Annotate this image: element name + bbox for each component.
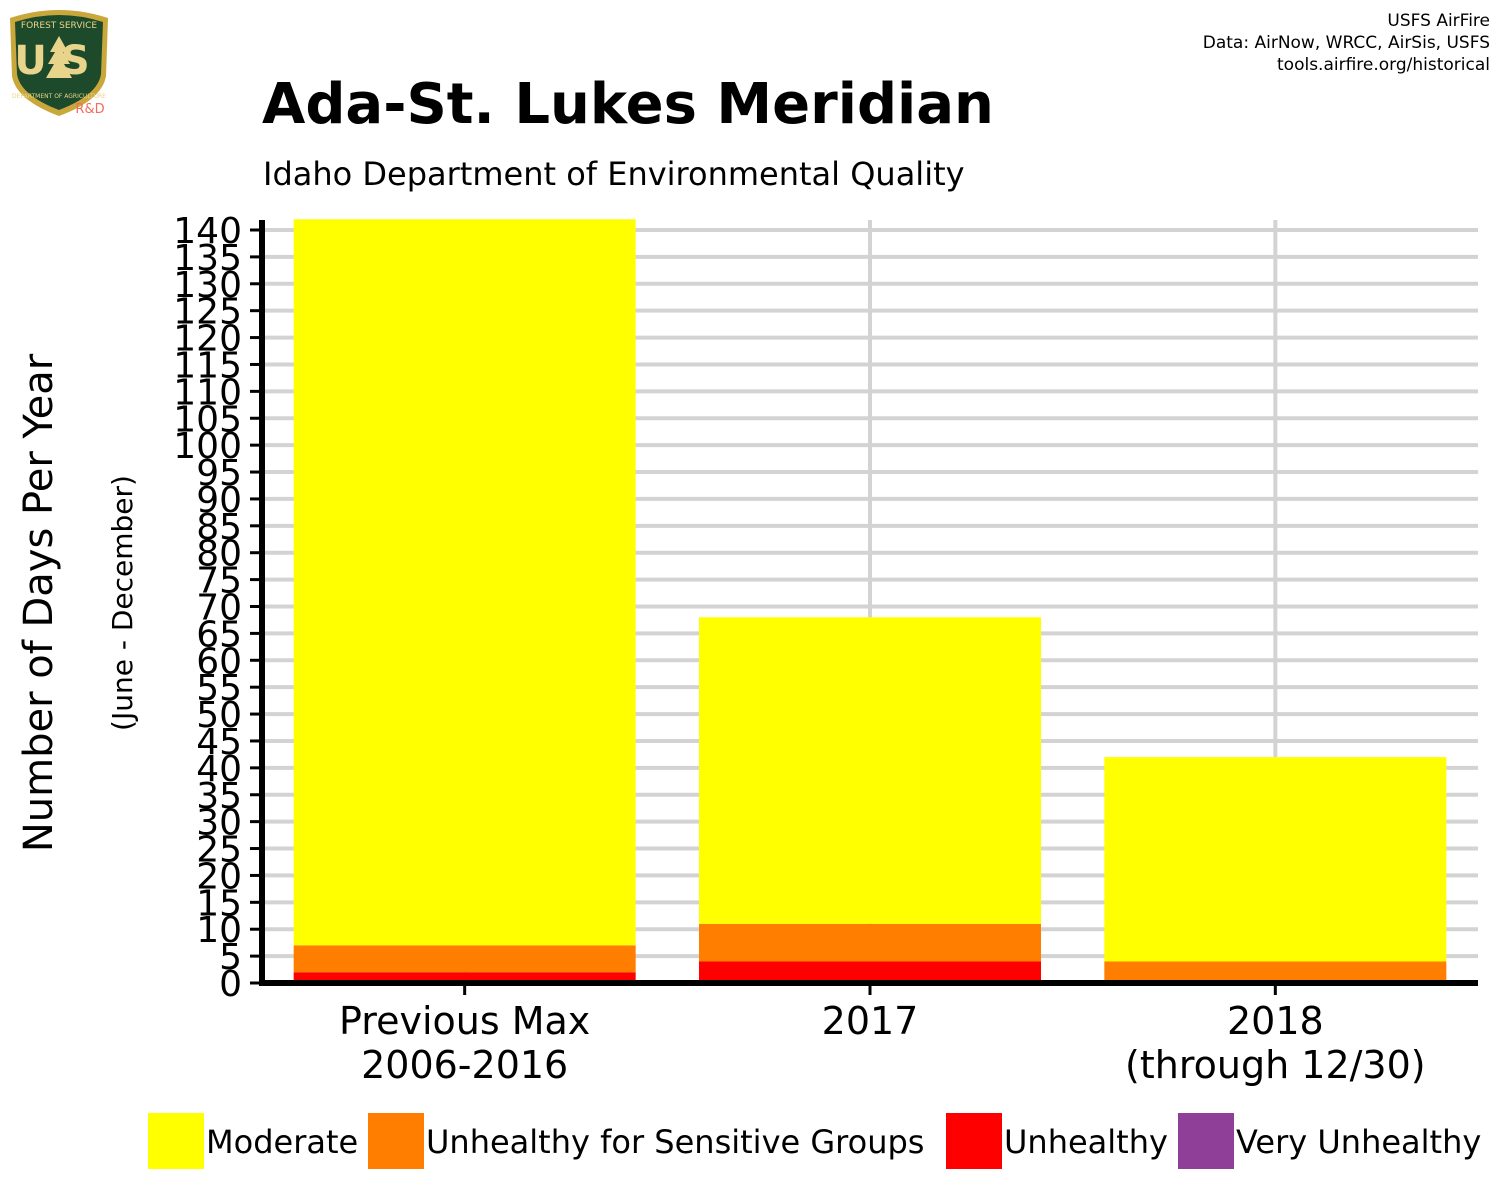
logo-rd-label: R&D <box>75 102 104 117</box>
credits-line-2: Data: AirNow, WRCC, AirSis, USFS <box>1202 33 1490 53</box>
y-tick-label: 105 <box>173 399 242 440</box>
y-tick-label: 120 <box>173 319 242 360</box>
credits-line-3: tools.airfire.org/historical <box>1277 55 1490 75</box>
y-tick-label: 30 <box>196 803 242 844</box>
legend-swatch <box>1178 1113 1234 1169</box>
y-tick-label: 15 <box>196 883 242 924</box>
legend-swatch <box>148 1113 204 1169</box>
logo-text-top: FOREST SERVICE <box>21 21 98 31</box>
bar-segment <box>293 972 636 983</box>
chart-subtitle: Idaho Department of Environmental Qualit… <box>263 155 965 193</box>
y-axis-subtitle: (June - December) <box>106 475 139 731</box>
bar-segment <box>699 961 1041 983</box>
y-tick-label: 50 <box>196 695 242 736</box>
y-tick-label: 40 <box>196 749 242 790</box>
y-tick-label: 10 <box>196 910 242 951</box>
y-tick-label: 70 <box>196 588 242 629</box>
y-tick-label: 75 <box>196 561 242 602</box>
y-axis-title: Number of Days Per Year <box>16 353 62 852</box>
forest-service-logo: FOREST SERVICE US DEPARTMENT OF AGRICULT… <box>10 10 108 117</box>
legend-label: Unhealthy for Sensitive Groups <box>426 1123 924 1161</box>
y-tick-label: 100 <box>173 426 242 467</box>
y-tick-label: 55 <box>196 668 242 709</box>
logo-tree-icon <box>46 36 72 78</box>
credits-line-1: USFS AirFire <box>1387 11 1490 31</box>
legend-label: Moderate <box>206 1123 358 1161</box>
x-category-label: Previous Max <box>339 999 590 1043</box>
bar-segment <box>1104 961 1447 983</box>
y-tick-label: 35 <box>196 776 242 817</box>
y-tick-label: 65 <box>196 614 242 655</box>
logo-text-bottom: DEPARTMENT OF AGRICULTURE <box>12 93 106 100</box>
y-tick-label: 140 <box>173 211 242 252</box>
x-category-label: 2017 <box>822 999 919 1043</box>
x-category-label: 2018 <box>1227 999 1324 1043</box>
bar-segment <box>699 617 1041 924</box>
y-tick-label: 0 <box>219 964 242 1005</box>
bar-segment <box>293 945 636 973</box>
legend-label: Unhealthy <box>1004 1123 1168 1161</box>
bar-segment <box>293 219 636 946</box>
y-tick-label: 80 <box>196 534 242 575</box>
y-tick-label: 130 <box>173 265 242 306</box>
credits-block: USFS AirFire Data: AirNow, WRCC, AirSis,… <box>1203 10 1490 76</box>
y-tick-label: 25 <box>196 830 242 871</box>
y-tick-label: 45 <box>196 722 242 763</box>
chart-title: Ada-St. Lukes Meridian <box>262 72 994 137</box>
bar-segment <box>699 923 1041 962</box>
x-category-label: 2006-2016 <box>361 1043 568 1087</box>
y-tick-label: 115 <box>173 345 242 386</box>
y-tick-label: 5 <box>219 937 242 978</box>
legend-label: Very Unhealthy <box>1236 1123 1481 1161</box>
y-tick-label: 110 <box>173 372 242 413</box>
bar-segment <box>1104 757 1447 962</box>
y-tick-label: 135 <box>173 238 242 279</box>
y-tick-label: 95 <box>196 453 242 494</box>
y-tick-label: 85 <box>196 507 242 548</box>
legend-swatch <box>368 1113 424 1169</box>
y-tick-label: 60 <box>196 641 242 682</box>
y-tick-label: 20 <box>196 856 242 897</box>
x-category-label: (through 12/30) <box>1125 1043 1426 1087</box>
y-tick-label: 125 <box>173 292 242 333</box>
y-tick-label: 90 <box>196 480 242 521</box>
legend-swatch <box>946 1113 1002 1169</box>
